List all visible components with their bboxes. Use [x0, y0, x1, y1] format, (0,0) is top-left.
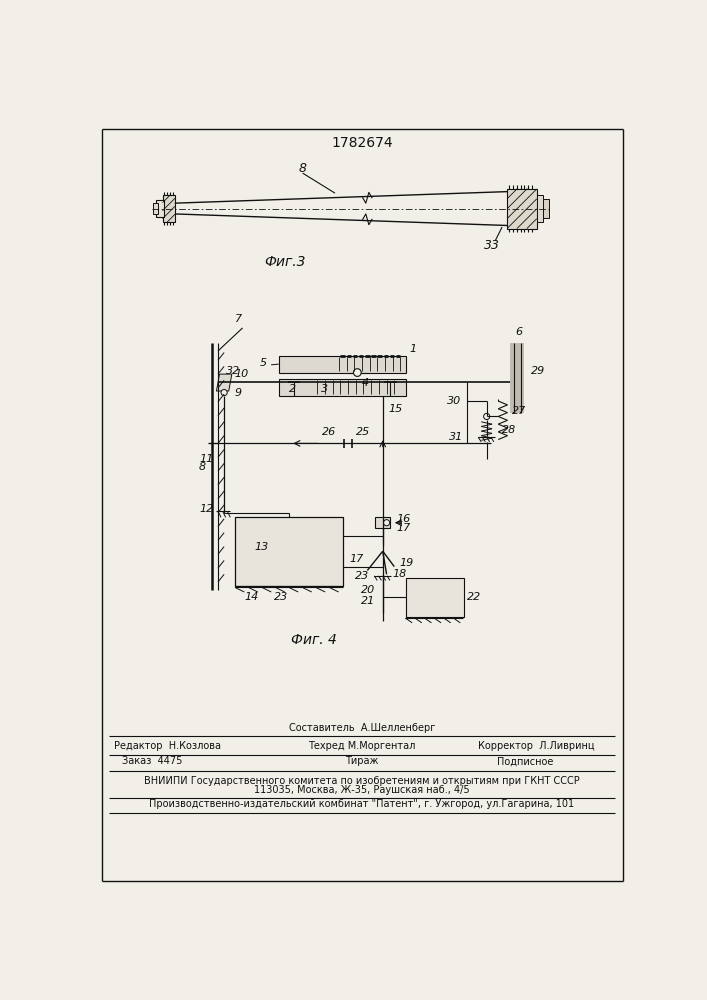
Text: 4: 4 [361, 378, 368, 388]
Text: 23: 23 [274, 592, 288, 602]
Bar [153, 203, 158, 214]
Text: 10: 10 [235, 369, 249, 379]
Text: 6: 6 [515, 327, 522, 337]
Text: Заказ  4475: Заказ 4475 [122, 756, 182, 766]
Text: 19: 19 [399, 558, 414, 568]
Text: 20: 20 [361, 585, 375, 595]
Text: 29: 29 [532, 366, 546, 376]
Text: Фиг.3: Фиг.3 [264, 255, 305, 269]
Bar [537, 195, 543, 222]
Text: 15: 15 [389, 404, 403, 414]
Text: Производственно-издательский комбинат "Патент", г. Ужгород, ул.Гагарина, 101: Производственно-издательский комбинат "П… [149, 799, 575, 809]
Text: 5: 5 [260, 358, 267, 368]
Bar [163, 195, 175, 222]
Text: 30: 30 [447, 396, 461, 406]
Text: 2: 2 [289, 384, 296, 394]
Text: Составитель  А.Шелленберг: Составитель А.Шелленберг [288, 723, 435, 733]
Text: 7: 7 [235, 314, 243, 324]
Circle shape [354, 369, 361, 376]
Text: 33: 33 [484, 239, 500, 252]
Text: Тираж: Тираж [345, 756, 379, 766]
Text: Корректор  Л.Ливринц: Корректор Л.Ливринц [479, 741, 595, 751]
Text: 9: 9 [235, 388, 242, 398]
Text: 23: 23 [355, 571, 369, 581]
Bar [156, 200, 164, 217]
Text: 17: 17 [349, 554, 363, 564]
Text: ВНИИПИ Государственного комитета по изобретениям и открытиям при ГКНТ СССР: ВНИИПИ Государственного комитета по изоб… [144, 776, 580, 786]
Text: 32: 32 [226, 366, 240, 376]
Text: 26: 26 [322, 427, 336, 437]
Bar [508, 189, 537, 229]
Circle shape [221, 389, 227, 396]
Polygon shape [216, 374, 232, 391]
Text: 28: 28 [502, 425, 516, 435]
Text: 17: 17 [397, 523, 411, 533]
Text: Редактор  Н.Козлова: Редактор Н.Козлова [114, 741, 221, 751]
Text: Фиг. 4: Фиг. 4 [291, 633, 337, 647]
Circle shape [383, 520, 390, 526]
Text: 113035, Москва, Ж-35, Раушская наб., 4/5: 113035, Москва, Ж-35, Раушская наб., 4/5 [254, 785, 469, 795]
Bar [235, 517, 343, 586]
Bar [279, 356, 406, 373]
Text: 8: 8 [199, 462, 206, 472]
Text: 31: 31 [450, 432, 464, 442]
Text: 21: 21 [361, 596, 375, 606]
Text: 18: 18 [392, 569, 407, 579]
Bar [375, 517, 390, 528]
Text: 8: 8 [298, 162, 307, 175]
Text: Подписное: Подписное [497, 756, 554, 766]
Text: 12: 12 [200, 504, 214, 514]
Text: 13: 13 [255, 542, 269, 552]
Bar [406, 578, 464, 617]
Text: 1: 1 [409, 344, 417, 354]
Bar [279, 379, 406, 396]
Circle shape [484, 413, 490, 420]
Text: 14: 14 [245, 592, 259, 602]
Text: 3: 3 [322, 384, 329, 394]
Text: 22: 22 [467, 592, 481, 602]
Text: 25: 25 [356, 427, 370, 437]
Text: 1782674: 1782674 [331, 136, 393, 150]
Text: 16: 16 [397, 514, 411, 524]
Text: 11: 11 [200, 454, 214, 464]
Text: Техред М.Моргентал: Техред М.Моргентал [308, 741, 416, 751]
Text: 27: 27 [512, 406, 526, 416]
Bar [543, 199, 549, 218]
